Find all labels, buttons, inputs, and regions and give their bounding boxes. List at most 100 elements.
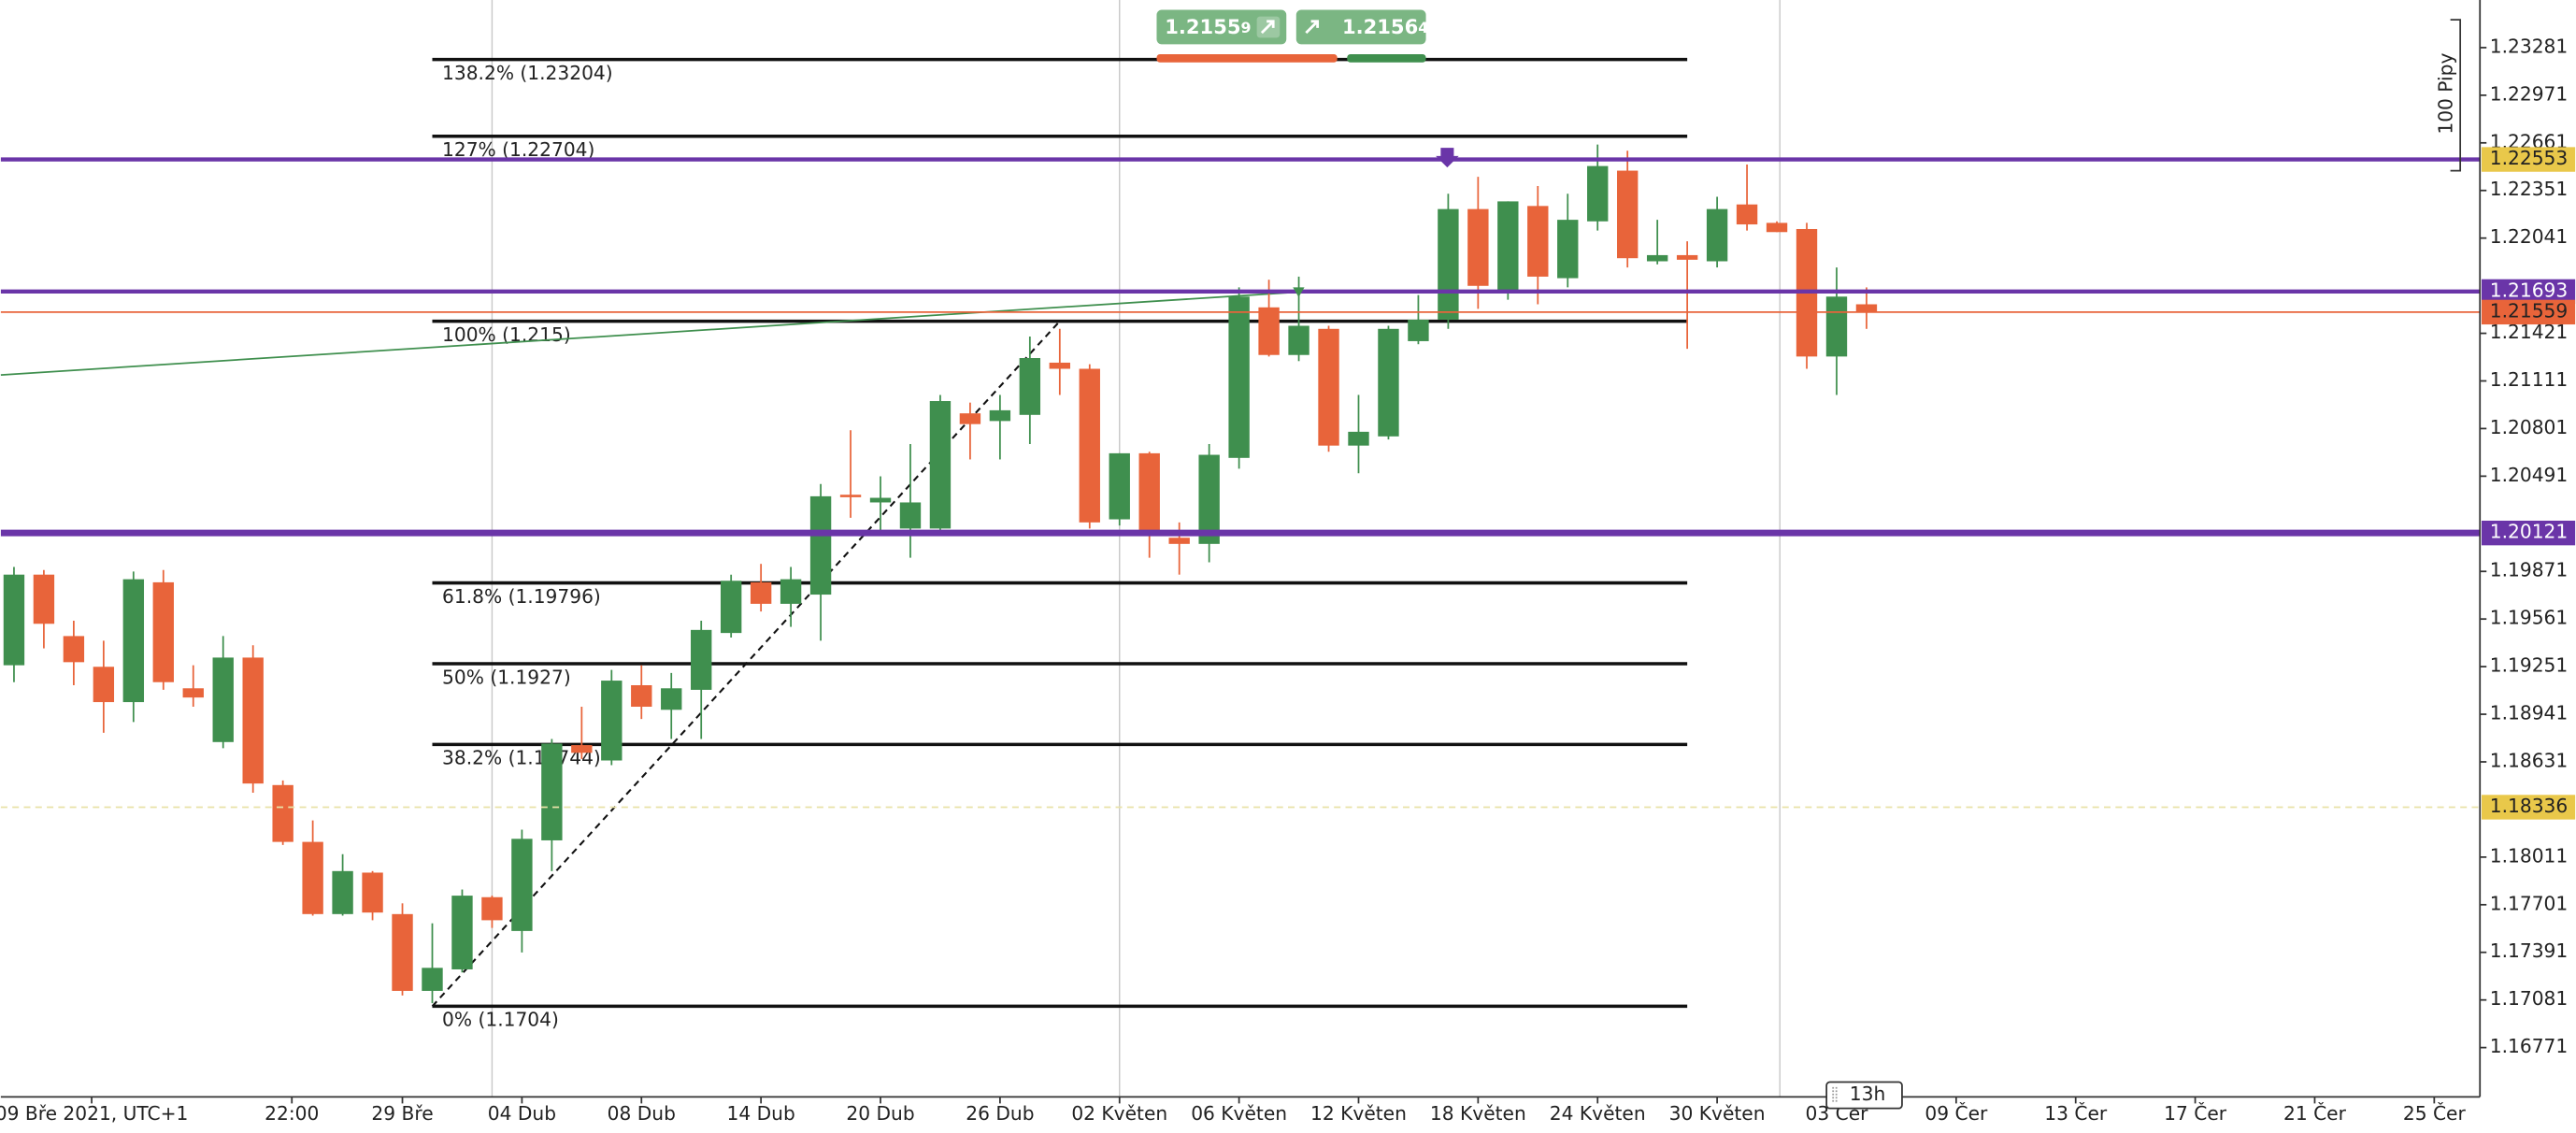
x-tick-label: 06 Květen (1191, 1102, 1287, 1125)
candle-body (3, 574, 25, 666)
price-lines (0, 157, 2481, 809)
candle-body (959, 413, 981, 424)
candle-body (1646, 254, 1668, 262)
candle-body (1079, 368, 1100, 523)
y-tick-label: 1.18631 (2490, 749, 2568, 771)
candle-body (571, 745, 593, 753)
candle-body (242, 657, 264, 784)
candle-body (601, 681, 623, 761)
x-tick-label: 14 Dub (727, 1102, 795, 1125)
x-tick-label: 17 Čer (2164, 1102, 2227, 1125)
candle-body (1168, 538, 1190, 544)
price-label: 1.18336 (2490, 795, 2568, 817)
buy-bar (1347, 53, 1426, 63)
y-tick-label: 1.20491 (2490, 464, 2568, 486)
y-tick-label: 1.16771 (2490, 1035, 2568, 1057)
y-tick-label: 1.21111 (2490, 368, 2568, 391)
x-tick-label: 21 Čer (2283, 1102, 2347, 1125)
x-tick-label: 25 Čer (2403, 1102, 2467, 1125)
candle-body (332, 870, 353, 914)
candle-body (212, 657, 234, 742)
x-tick-label: 09 Čer (1925, 1102, 1988, 1125)
buy-icon (1305, 20, 1320, 35)
cursor-box (1825, 1081, 1903, 1110)
y-axis: 1.232811.229711.226611.223511.220411.214… (2480, 35, 2568, 1057)
candle-body (1258, 307, 1280, 355)
candle-body (302, 841, 323, 914)
candle-body (839, 495, 862, 497)
x-axis: 09 Bře 2021, UTC+1 22:00 29 Bře 04 Dub 08 Du… (0, 1097, 2466, 1125)
bracket (2450, 19, 2462, 172)
range-label: 100 Pipy (2435, 53, 2457, 135)
y-tick-label: 1.19251 (2490, 654, 2568, 677)
sell-price[interactable]: 1.21559 (1165, 15, 1251, 38)
price-label-bg (2481, 299, 2576, 325)
candle-body (392, 913, 413, 991)
buy-price-tail: 4 (1418, 18, 1428, 36)
price-label: 1.21559 (2490, 299, 2568, 322)
y-tick-label: 1.17701 (2490, 892, 2568, 914)
y-tick-label: 1.18941 (2490, 702, 2568, 724)
candle-body (1138, 452, 1160, 534)
trend-line (431, 320, 1061, 1008)
candle-body (1378, 328, 1399, 437)
fib-label: 61.8% (1.19796) (442, 585, 601, 608)
y-tick-label: 1.23281 (2490, 35, 2568, 57)
trend-line (0, 291, 1299, 376)
price-label: 1.22553 (2490, 147, 2568, 169)
sell-icon (1260, 20, 1275, 35)
candle-body (122, 579, 145, 703)
price-label-bg (2481, 795, 2576, 820)
price-label: 1.20121 (2490, 521, 2568, 543)
trade-widget[interactable]: 1.21559 1.21564 (1156, 9, 1428, 63)
candle-body (1438, 208, 1459, 320)
candle-body (1288, 325, 1309, 355)
candle-body (1855, 304, 1878, 312)
event-marker[interactable] (1436, 148, 1459, 168)
x-tick-label: 08 Dub (608, 1102, 676, 1125)
candle-body (1766, 222, 1788, 233)
sell-price-tail: 9 (1241, 18, 1252, 36)
candle-body (869, 497, 892, 503)
price-label: 1.21693 (2490, 279, 2568, 301)
x-tick-label: 20 Dub (846, 1102, 914, 1125)
candle-body (1198, 454, 1220, 544)
y-tick-label: 1.18011 (2490, 844, 2568, 867)
x-tick-label: 02 Květen (1071, 1102, 1167, 1125)
x-tick-label: 22:00 (265, 1102, 319, 1125)
y-tick-label: 1.22351 (2490, 178, 2568, 200)
candle-body (362, 872, 383, 913)
candle-body (93, 667, 115, 703)
price-axis-bg (2480, 0, 2576, 1097)
candle-body (1318, 328, 1339, 446)
x-tick-label: 18 Květen (1430, 1102, 1526, 1125)
candle-body (182, 688, 204, 698)
y-tick-label: 1.19561 (2490, 607, 2568, 629)
candle-body (1348, 431, 1369, 446)
buy-price[interactable]: 1.21564 (1342, 15, 1428, 38)
x-tick-label: 04 Dub (488, 1102, 556, 1125)
sell-price-main: 1.2155 (1165, 15, 1240, 38)
candle-body (631, 684, 652, 708)
trend-marker (1293, 287, 1305, 297)
x-tick-label: 09 Bře 2021, UTC+1 (0, 1102, 188, 1125)
candle-body (511, 839, 533, 931)
sell-button[interactable] (1156, 9, 1287, 45)
buy-button[interactable] (1295, 9, 1426, 45)
x-tick-label: 26 Dub (966, 1102, 1034, 1125)
cursor-text: 13h (1850, 1083, 1885, 1105)
candle-body (1109, 452, 1130, 520)
candle-body (63, 636, 85, 663)
candles (3, 144, 1878, 1004)
cursor-grip (1832, 1086, 1838, 1104)
cursor-label: 13h (1825, 1081, 1903, 1110)
y-tick-label: 1.22971 (2490, 82, 2568, 105)
y-tick-label: 1.17081 (2490, 987, 2568, 1010)
candle-body (691, 629, 712, 690)
candle-body (661, 688, 682, 710)
candle-body (1825, 296, 1848, 357)
candle-body (481, 896, 503, 921)
price-label-bg (2481, 520, 2576, 546)
